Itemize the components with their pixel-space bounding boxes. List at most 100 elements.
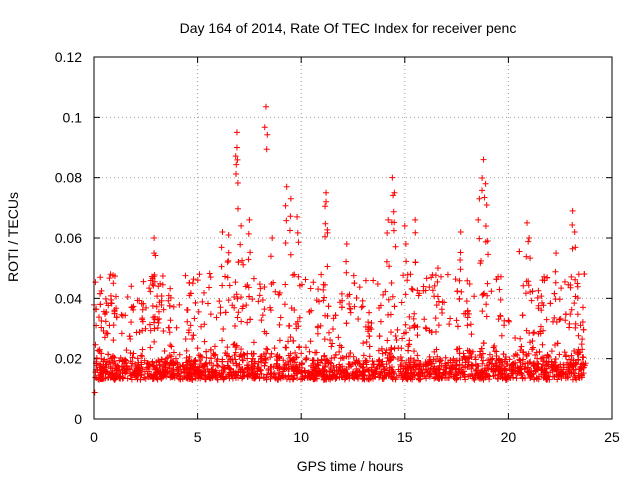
data-point	[569, 245, 576, 252]
data-point	[289, 376, 296, 383]
data-point	[276, 321, 283, 328]
data-point	[154, 324, 161, 331]
data-point	[128, 363, 135, 370]
data-point	[359, 372, 366, 379]
data-point	[457, 374, 464, 381]
data-point	[574, 311, 581, 318]
data-point	[224, 259, 231, 266]
data-point	[135, 364, 142, 371]
data-point	[259, 312, 266, 319]
data-point	[253, 373, 260, 380]
data-point	[403, 258, 410, 265]
data-point	[482, 222, 489, 229]
data-point	[126, 333, 133, 340]
data-point	[229, 356, 236, 363]
data-point	[287, 213, 294, 220]
data-point	[316, 371, 323, 378]
data-point	[238, 222, 245, 229]
data-point	[155, 368, 162, 375]
data-point	[558, 366, 565, 373]
data-point	[140, 300, 147, 307]
data-point	[376, 362, 383, 369]
x-tick-label: 15	[397, 429, 413, 445]
data-point	[191, 371, 198, 378]
data-point	[577, 322, 584, 329]
data-point	[249, 355, 256, 362]
data-point	[530, 344, 537, 351]
data-point	[190, 332, 197, 339]
data-point	[327, 364, 334, 371]
data-point	[344, 293, 351, 300]
data-point	[310, 375, 317, 382]
data-point	[252, 374, 259, 381]
data-point	[346, 301, 353, 308]
data-point	[544, 352, 551, 359]
data-point	[207, 274, 214, 281]
data-point	[263, 146, 270, 153]
data-point	[415, 371, 422, 378]
data-point	[426, 371, 433, 378]
data-point	[245, 373, 252, 380]
data-point	[128, 319, 135, 326]
data-point	[366, 309, 373, 316]
data-point	[175, 370, 182, 377]
data-point	[506, 318, 513, 325]
data-point	[295, 273, 302, 280]
data-point	[225, 297, 232, 304]
data-point	[439, 299, 446, 306]
data-point	[294, 229, 301, 236]
data-point	[484, 280, 491, 287]
data-point	[578, 371, 585, 378]
data-point	[146, 285, 153, 292]
data-point	[572, 374, 579, 381]
data-point	[118, 330, 125, 337]
data-point	[414, 352, 421, 359]
data-point	[143, 304, 150, 311]
data-point	[145, 364, 152, 371]
data-point	[256, 281, 263, 288]
data-point	[535, 302, 542, 309]
data-point	[397, 368, 404, 375]
y-tick-label: 0	[74, 411, 82, 427]
data-point	[213, 358, 220, 365]
data-point	[186, 353, 193, 360]
data-point	[206, 284, 213, 291]
data-point	[496, 355, 503, 362]
data-point	[551, 373, 558, 380]
data-point	[239, 357, 246, 364]
data-point	[341, 369, 348, 376]
data-point	[155, 283, 162, 290]
data-point	[398, 357, 405, 364]
data-point	[568, 273, 575, 280]
data-point	[450, 373, 457, 380]
data-point	[223, 373, 230, 380]
data-point	[436, 358, 443, 365]
data-point	[293, 363, 300, 370]
data-point	[343, 258, 350, 265]
data-point	[391, 219, 398, 226]
data-point	[453, 362, 460, 369]
data-point	[239, 373, 246, 380]
data-point	[151, 250, 158, 257]
data-point	[107, 300, 114, 307]
data-point	[287, 251, 294, 258]
data-point	[250, 350, 257, 357]
data-point	[184, 306, 191, 313]
data-point	[475, 372, 482, 379]
data-point	[407, 364, 414, 371]
y-tick-label: 0.02	[55, 351, 82, 367]
data-point	[476, 195, 483, 202]
data-point	[568, 352, 575, 359]
data-point	[561, 349, 568, 356]
data-point	[386, 263, 393, 270]
data-point	[150, 362, 157, 369]
data-point	[422, 324, 429, 331]
data-point	[250, 275, 257, 282]
data-point	[480, 357, 487, 364]
data-point	[296, 344, 303, 351]
data-point	[434, 353, 441, 360]
data-point	[221, 365, 228, 372]
data-point	[189, 335, 196, 342]
data-point	[571, 347, 578, 354]
data-point	[483, 313, 490, 320]
